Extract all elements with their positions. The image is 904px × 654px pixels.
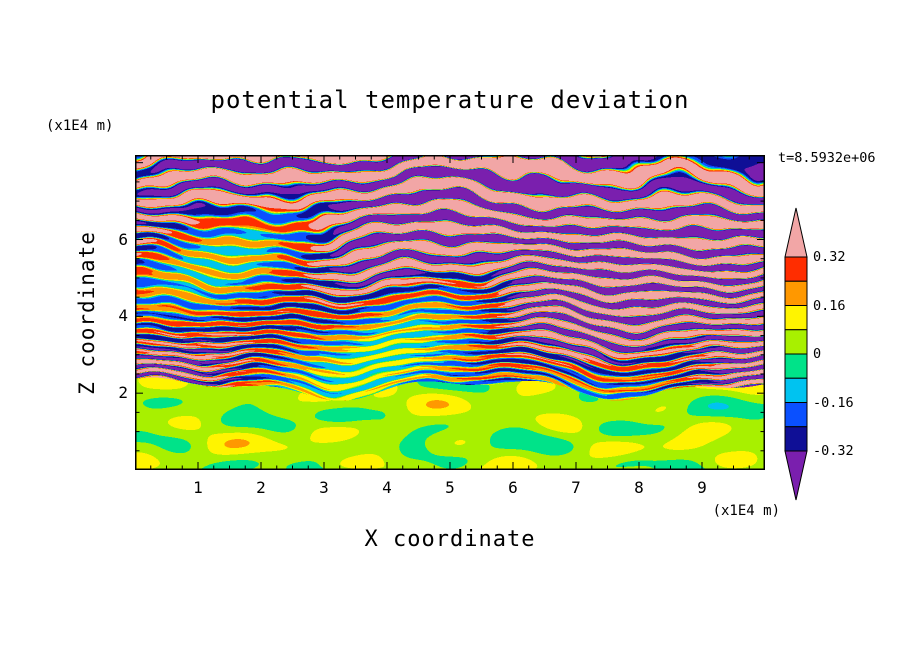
colorbar-bottom-arrow <box>784 450 808 501</box>
x-tick-label-7: 7 <box>571 478 581 497</box>
colorbar-band-0 <box>784 256 808 282</box>
x-tick-label-1: 1 <box>193 478 203 497</box>
colorbar-label-0.16: 0.16 <box>813 297 846 314</box>
x-tick-label-5: 5 <box>445 478 455 497</box>
x-tick-label-2: 2 <box>256 478 266 497</box>
plot-title: potential temperature deviation <box>210 86 690 114</box>
y-axis-unit-label: (x1E4 m) <box>46 118 114 134</box>
colorbar-band-5 <box>784 377 808 403</box>
x-tick-label-3: 3 <box>319 478 329 497</box>
x-tick-label-4: 4 <box>382 478 392 497</box>
y-axis-label: Z coordinate <box>75 230 99 395</box>
y-tick-label-2: 2 <box>118 383 128 403</box>
timestamp-label: t=8.5932e+06 <box>778 150 876 166</box>
colorbar-band-7 <box>784 426 808 452</box>
heatmap-canvas <box>135 155 765 470</box>
colorbar-band-2 <box>784 305 808 331</box>
x-axis-unit-label: (x1E4 m) <box>712 503 780 519</box>
colorbar-band-1 <box>784 280 808 306</box>
x-tick-label-9: 9 <box>697 478 707 497</box>
x-axis-label: X coordinate <box>364 527 536 552</box>
y-tick-label-6: 6 <box>118 229 128 249</box>
colorbar-top-arrow <box>784 207 808 258</box>
colorbar-label-0.32: 0.32 <box>813 249 846 265</box>
y-axis-label-wrap: Z coordinate <box>70 155 104 470</box>
x-tick-label-6: 6 <box>508 478 518 497</box>
colorbar <box>784 207 808 501</box>
colorbar-band-6 <box>784 402 808 428</box>
colorbar-band-4 <box>784 353 808 379</box>
y-tick-label-4: 4 <box>118 306 128 326</box>
colorbar-label--0.32: -0.32 <box>813 443 854 459</box>
colorbar-label-0: 0 <box>813 346 822 362</box>
colorbar-band-3 <box>784 329 808 355</box>
x-tick-label-8: 8 <box>634 478 644 497</box>
colorbar-label--0.16: -0.16 <box>813 394 854 411</box>
